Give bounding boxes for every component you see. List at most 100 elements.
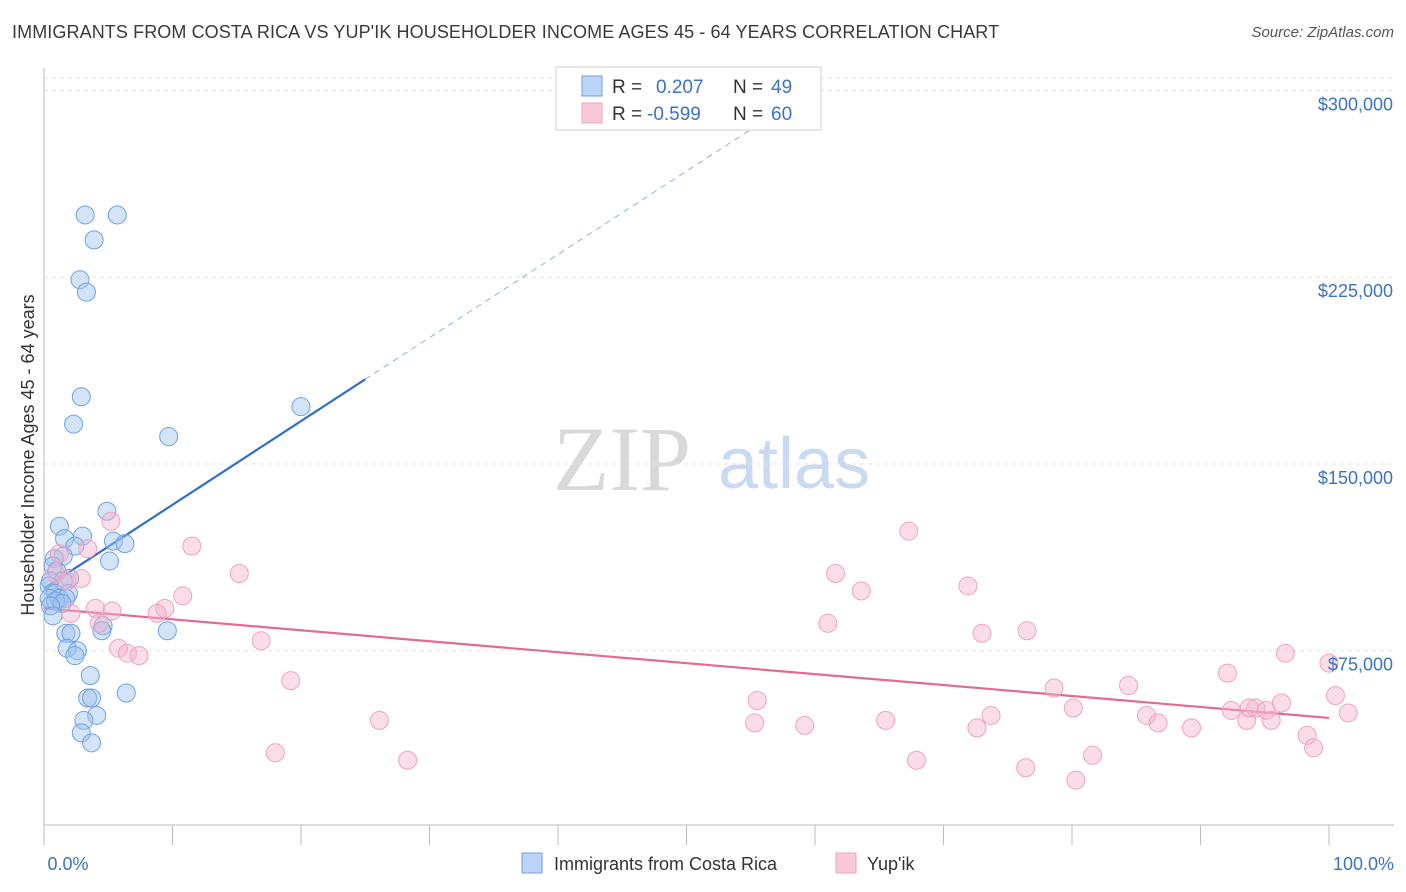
point-yupik [1239,698,1259,718]
y-tick-label: $300,000 [1318,94,1393,114]
point-costa-rica [87,705,107,725]
x-tick-label-min: 0.0% [47,854,88,874]
point-yupik [899,521,919,541]
x-tick-label-max: 100.0% [1333,854,1394,874]
point-costa-rica [61,623,81,643]
point-yupik [747,691,767,710]
point-yupik [826,564,846,584]
point-costa-rica [44,549,64,569]
point-yupik [1066,770,1086,790]
point-yupik [109,638,129,658]
point-costa-rica [56,623,76,643]
point-yupik [1297,725,1317,745]
correlation-legend: R = 0.207 N = 49 R = -0.599 N = 60 [555,66,822,131]
point-yupik [78,539,98,559]
legend-r-value-2: -0.599 [647,104,701,125]
point-yupik [89,613,109,633]
point-yupik [1261,710,1281,730]
point-yupik [1338,703,1358,723]
point-costa-rica [64,414,84,434]
point-yupik [958,576,978,596]
legend-n-label-2: N = [733,104,763,125]
point-costa-rica [76,282,96,302]
point-yupik [1063,698,1083,718]
point-costa-rica [82,733,102,753]
point-yupik [173,586,193,606]
axes [43,68,1394,845]
point-yupik [1325,686,1345,706]
point-yupik [876,710,896,730]
gridlines [44,77,1394,652]
point-yupik [1017,621,1037,641]
point-yupik [182,536,202,556]
point-yupik [972,623,992,643]
point-costa-rica [107,205,127,225]
bottom-legend-yupik: Yup'ik [867,854,915,874]
point-yupik [1148,713,1168,733]
source-label: Source: ZipAtlas.com [1251,24,1394,41]
point-costa-rica [80,666,100,686]
point-yupik [1319,653,1339,673]
point-yupik [1217,663,1237,683]
point-yupik [61,603,81,623]
point-yupik [1256,700,1276,720]
y-tick-labels: $300,000 $225,000 $150,000 $75,000 [1318,94,1393,674]
point-yupik [818,613,838,633]
point-costa-rica [82,688,102,708]
point-yupik [118,643,138,663]
point-yupik [981,705,1001,725]
point-yupik [57,571,77,591]
point-yupik [46,564,66,584]
point-costa-rica [71,723,91,743]
y-axis-label: Householder Income Ages 45 - 64 years [18,294,38,615]
point-yupik [1016,758,1036,778]
point-yupik [1083,745,1103,765]
bottom-legend-costa-rica: Immigrants from Costa Rica [554,854,778,874]
point-yupik [369,710,389,730]
legend-swatch-yupik [581,102,603,124]
legend-swatch-costa-rica [581,75,603,97]
point-costa-rica [100,551,120,571]
point-yupik [147,603,167,623]
point-yupik [1044,678,1064,698]
point-yupik [281,671,301,691]
y-tick-label: $75,000 [1328,655,1393,675]
point-costa-rica [70,270,90,290]
point-yupik [229,564,249,584]
x-tick-labels: 0.0% 100.0% [47,854,1394,874]
point-costa-rica [92,621,112,641]
watermark-zip: ZIP [553,408,691,510]
data-points [39,205,1358,790]
point-costa-rica [67,641,87,661]
legend-n-value-1: 49 [771,77,792,98]
legend-n-label-1: N = [733,77,763,98]
bottom-legend: Immigrants from Costa Rica Yup'ik [521,852,915,874]
point-costa-rica [84,230,104,250]
point-costa-rica [115,534,135,554]
point-costa-rica [43,606,63,626]
point-costa-rica [71,387,91,407]
point-yupik [265,743,285,763]
trend-line-costa-rica [43,378,366,590]
point-costa-rica [49,516,69,536]
point-yupik [129,646,149,666]
point-costa-rica [291,397,311,417]
point-yupik [1275,643,1295,663]
legend-n-value-2: 60 [771,104,792,125]
point-yupik [1271,693,1291,713]
point-yupik [1182,718,1202,738]
point-yupik [102,601,122,621]
point-yupik [49,544,69,564]
y-tick-label: $150,000 [1318,468,1393,488]
point-costa-rica [103,531,123,551]
point-costa-rica [75,205,95,225]
trend-lines [43,112,1330,720]
point-costa-rica [159,427,179,447]
point-yupik [745,713,765,733]
point-yupik [1304,738,1324,758]
point-yupik [1137,705,1157,725]
point-yupik [251,631,271,651]
point-yupik [398,750,418,770]
bottom-legend-swatch-costa-rica [521,852,543,874]
